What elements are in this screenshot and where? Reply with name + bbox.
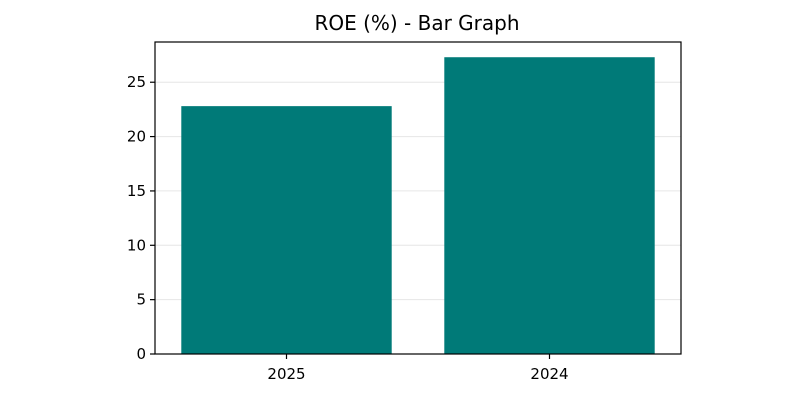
plot-area-frame [154,41,682,355]
x-tick-label: 2025 [267,365,305,383]
y-tick-label: 15 [127,182,146,200]
x-tick-label: 2024 [530,365,568,383]
bars [181,57,655,354]
y-axis-ticks: 0 5 10 15 20 25 [127,73,155,363]
bar-2025 [181,106,392,354]
x-axis-ticks: 2025 2024 [267,354,569,383]
bar-2024 [444,57,655,354]
y-tick-label: 10 [127,236,146,254]
y-tick-label: 0 [136,345,146,363]
y-tick-label: 25 [127,73,146,91]
chart-title: ROE (%) - Bar Graph [314,11,519,35]
y-tick-label: 5 [136,291,146,309]
y-tick-label: 20 [127,128,146,146]
